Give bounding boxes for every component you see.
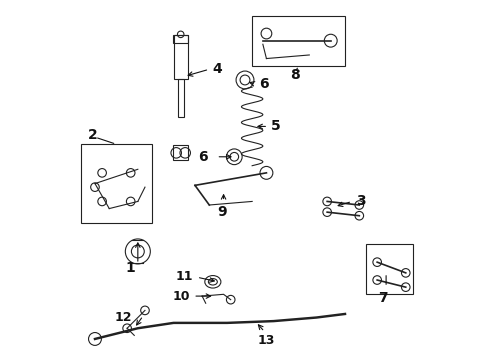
Text: 3: 3 — [356, 194, 366, 208]
Bar — [173, 35, 188, 43]
Text: 2: 2 — [88, 129, 98, 142]
Text: 13: 13 — [258, 334, 275, 347]
Text: 9: 9 — [217, 205, 226, 219]
Text: 10: 10 — [172, 289, 190, 303]
Bar — [367, 244, 413, 294]
Text: 5: 5 — [270, 120, 280, 134]
Bar — [177, 79, 184, 117]
Bar — [81, 144, 152, 223]
Text: 12: 12 — [115, 311, 132, 324]
Bar — [173, 145, 188, 160]
Text: 8: 8 — [290, 68, 299, 82]
Text: 4: 4 — [213, 62, 222, 76]
Bar — [252, 16, 345, 66]
Text: 6: 6 — [198, 150, 207, 164]
Text: 7: 7 — [378, 291, 387, 305]
Bar — [174, 35, 188, 79]
Text: 6: 6 — [259, 77, 269, 91]
Text: 11: 11 — [176, 270, 193, 283]
Text: 1: 1 — [125, 261, 135, 275]
